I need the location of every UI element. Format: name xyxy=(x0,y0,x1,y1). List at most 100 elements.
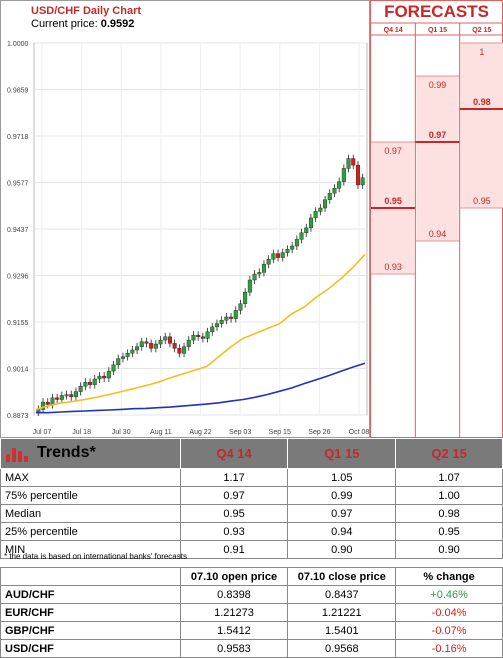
forecasts-chart: Q4 14 0.97 0.95 0.93 Q1 15 0.99 0.97 0.94 Q2 15 1… xyxy=(371,22,503,439)
trends-value-cell: 0.91 xyxy=(179,540,289,559)
candle-body xyxy=(41,401,46,410)
x-tick-label: Jul 07 xyxy=(33,429,52,436)
trends-value-cell: 0.90 xyxy=(287,540,397,559)
candle-body xyxy=(163,336,168,341)
candle-body xyxy=(130,349,135,354)
forecast-top-label: 0.97 xyxy=(384,146,402,156)
fx-open: 1.5412 xyxy=(179,621,289,640)
chart-title: USD/CHF Daily Chart xyxy=(31,5,142,17)
fx-open: 1.21273 xyxy=(179,603,289,622)
trends-row-label: 75% percentile xyxy=(0,486,181,505)
current-price-label: Current price: xyxy=(31,18,98,30)
candle-body xyxy=(360,177,365,186)
bar-chart-icon xyxy=(6,448,28,463)
candle-body xyxy=(313,211,318,219)
candle-body xyxy=(78,386,83,392)
candle-body xyxy=(92,378,97,385)
candle-body xyxy=(106,370,111,379)
forecast-bottom-label: 0.95 xyxy=(473,196,491,206)
trends-value-cell: 0.93 xyxy=(179,522,289,541)
trends-value-cell: 0.95 xyxy=(179,504,289,523)
trends-row: MAX 1.17 1.05 1.07 xyxy=(0,468,503,487)
forecast-bottom-label: 0.93 xyxy=(384,262,402,272)
forecast-period-label: Q1 15 xyxy=(428,27,447,34)
candle-body xyxy=(55,397,60,400)
candle-body xyxy=(219,320,224,324)
trends-row-label: MAX xyxy=(0,468,181,487)
x-tick-label: Sep 03 xyxy=(229,429,251,436)
trends-value-cell: 0.99 xyxy=(287,486,397,505)
forecasts-title: FORECASTS xyxy=(384,2,489,21)
trends-header-row: Trends* Q4 14 Q1 15 Q2 15 xyxy=(0,438,503,469)
forecast-bottom-label: 0.94 xyxy=(429,229,447,239)
candle-body xyxy=(191,334,196,341)
fx-close: 0.9568 xyxy=(287,639,397,658)
candle-body xyxy=(149,343,154,349)
candle-body xyxy=(355,164,360,186)
candle-body xyxy=(88,382,93,385)
fx-header-row: 07.10 open price 07.10 close price % cha… xyxy=(0,567,503,586)
fx-change: -0.07% xyxy=(395,621,503,640)
candle-body xyxy=(252,273,257,281)
candle-body xyxy=(125,353,130,357)
fx-pair: USD/CHF xyxy=(0,639,181,658)
trends-value-cell: 1.17 xyxy=(179,468,289,487)
fx-header-change: % change xyxy=(395,567,503,586)
fx-close: 1.5401 xyxy=(287,621,397,640)
x-tick-label: Aug 22 xyxy=(189,429,211,436)
fx-header-open: 07.10 open price xyxy=(179,567,289,586)
trends-title-cell: Trends* xyxy=(0,438,181,469)
candle-body xyxy=(158,339,163,345)
candle-body xyxy=(172,343,177,349)
candle-body xyxy=(276,253,281,258)
trends-value-cell: 1.07 xyxy=(395,468,503,487)
x-tick-label: Jul 18 xyxy=(72,429,91,436)
candle-body xyxy=(102,375,107,379)
candle-body xyxy=(69,394,74,398)
candle-body xyxy=(233,310,238,319)
y-tick-label: 0.9296 xyxy=(7,274,29,281)
trends-header-q1: Q1 15 xyxy=(287,438,397,469)
trends-title: Trends* xyxy=(37,444,96,462)
candle-body xyxy=(153,343,158,349)
moving-average-line xyxy=(36,362,366,414)
candle-body xyxy=(337,181,342,189)
candle-body xyxy=(280,252,285,258)
x-tick-label: Sep 26 xyxy=(308,429,330,436)
y-tick-label: 1.0000 xyxy=(7,41,29,48)
fx-pair: GBP/CHF xyxy=(0,621,181,640)
candle-body xyxy=(341,168,346,182)
candle-body xyxy=(261,263,266,273)
trends-table: Trends* Q4 14 Q1 15 Q2 15 MAX 1.17 1.05 1.0… xyxy=(0,438,503,559)
candle-body xyxy=(59,395,64,400)
fx-header-close: 07.10 close price xyxy=(287,567,397,586)
forecast-median-label: 0.98 xyxy=(473,97,491,107)
candle-body xyxy=(64,394,69,397)
candle-body xyxy=(351,158,356,166)
candle-body xyxy=(346,158,351,169)
trends-value-cell: 0.90 xyxy=(395,540,503,559)
candle-body xyxy=(135,346,140,351)
trends-row: 25% percentile 0.93 0.94 0.95 xyxy=(0,522,503,541)
candle-body xyxy=(299,232,304,240)
forecast-top-label: 1 xyxy=(479,47,484,57)
fx-header-blank xyxy=(0,567,181,586)
candle-body xyxy=(214,323,219,328)
trends-value-cell: 0.97 xyxy=(287,504,397,523)
candle-body xyxy=(196,334,201,337)
candle-body xyxy=(257,272,262,275)
y-tick-label: 0.9014 xyxy=(7,367,29,374)
y-tick-label: 0.9577 xyxy=(7,181,29,188)
candle-body xyxy=(73,391,78,398)
y-tick-label: 0.9859 xyxy=(7,88,29,95)
candle-body xyxy=(304,227,309,233)
fx-close: 1.21221 xyxy=(287,603,397,622)
fx-row: AUD/CHF 0.8398 0.8437 +0.46% xyxy=(0,585,503,604)
fx-pair: AUD/CHF xyxy=(0,585,181,604)
candle-body xyxy=(318,207,323,212)
moving-average-line xyxy=(35,253,366,411)
candle-body xyxy=(224,316,229,321)
x-tick-label: Sep 15 xyxy=(269,429,291,436)
candle-body xyxy=(290,245,295,250)
trends-value-cell: 1.00 xyxy=(395,486,503,505)
